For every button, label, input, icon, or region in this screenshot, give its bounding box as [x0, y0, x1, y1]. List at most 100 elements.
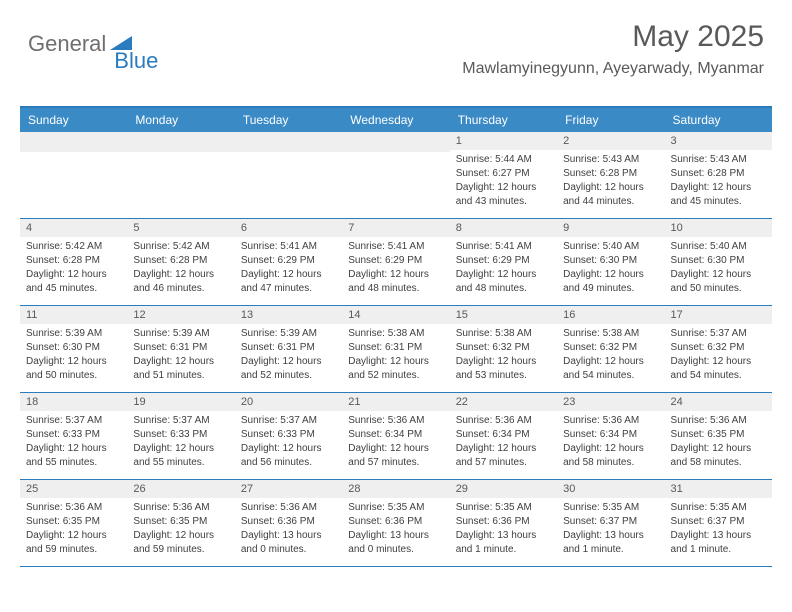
- daylight-line: Daylight: 12 hours and 54 minutes.: [563, 355, 658, 383]
- day-number: 21: [342, 393, 449, 411]
- day-cell: 24Sunrise: 5:36 AMSunset: 6:35 PMDayligh…: [665, 393, 772, 479]
- sunset-line: Sunset: 6:29 PM: [241, 254, 336, 268]
- day-content: Sunrise: 5:36 AMSunset: 6:35 PMDaylight:…: [127, 498, 234, 560]
- sunset-line: Sunset: 6:36 PM: [241, 515, 336, 529]
- daylight-line: Daylight: 12 hours and 45 minutes.: [26, 268, 121, 296]
- day-content: Sunrise: 5:35 AMSunset: 6:37 PMDaylight:…: [665, 498, 772, 560]
- empty-day-number: [20, 132, 127, 152]
- daylight-line: Daylight: 12 hours and 45 minutes.: [671, 181, 766, 209]
- sunset-line: Sunset: 6:35 PM: [671, 428, 766, 442]
- day-cell: 16Sunrise: 5:38 AMSunset: 6:32 PMDayligh…: [557, 306, 664, 392]
- day-number: 4: [20, 219, 127, 237]
- daylight-line: Daylight: 12 hours and 46 minutes.: [133, 268, 228, 296]
- sunrise-line: Sunrise: 5:39 AM: [241, 327, 336, 341]
- logo-text-blue: Blue: [114, 48, 158, 74]
- day-number: 27: [235, 480, 342, 498]
- day-number: 6: [235, 219, 342, 237]
- day-content: Sunrise: 5:39 AMSunset: 6:31 PMDaylight:…: [235, 324, 342, 386]
- sunset-line: Sunset: 6:32 PM: [671, 341, 766, 355]
- daylight-line: Daylight: 12 hours and 53 minutes.: [456, 355, 551, 383]
- location-text: Mawlamyinegyunn, Ayeyarwady, Myanmar: [462, 60, 764, 78]
- sunrise-line: Sunrise: 5:38 AM: [348, 327, 443, 341]
- daylight-line: Daylight: 12 hours and 50 minutes.: [26, 355, 121, 383]
- day-cell: 9Sunrise: 5:40 AMSunset: 6:30 PMDaylight…: [557, 219, 664, 305]
- day-cell: 23Sunrise: 5:36 AMSunset: 6:34 PMDayligh…: [557, 393, 664, 479]
- day-content: Sunrise: 5:43 AMSunset: 6:28 PMDaylight:…: [557, 150, 664, 212]
- sunset-line: Sunset: 6:36 PM: [348, 515, 443, 529]
- day-number: 12: [127, 306, 234, 324]
- daylight-line: Daylight: 12 hours and 43 minutes.: [456, 181, 551, 209]
- sunrise-line: Sunrise: 5:38 AM: [456, 327, 551, 341]
- day-cell: [127, 132, 234, 218]
- day-number: 9: [557, 219, 664, 237]
- daylight-line: Daylight: 12 hours and 55 minutes.: [133, 442, 228, 470]
- day-number: 3: [665, 132, 772, 150]
- day-cell: 1 Sunrise: 5:44 AMSunset: 6:27 PMDaylight…: [450, 132, 557, 218]
- day-cell: 20Sunrise: 5:37 AMSunset: 6:33 PMDayligh…: [235, 393, 342, 479]
- day-content: Sunrise: 5:37 AMSunset: 6:33 PMDaylight:…: [235, 411, 342, 473]
- day-content: Sunrise: 5:35 AMSunset: 6:36 PMDaylight:…: [342, 498, 449, 560]
- sunset-line: Sunset: 6:27 PM: [456, 167, 551, 181]
- day-cell: 6Sunrise: 5:41 AMSunset: 6:29 PMDaylight…: [235, 219, 342, 305]
- day-header-thursday: Thursday: [450, 108, 557, 132]
- day-number: 15: [450, 306, 557, 324]
- day-content: Sunrise: 5:40 AMSunset: 6:30 PMDaylight:…: [665, 237, 772, 299]
- day-number: 1: [450, 132, 557, 150]
- daylight-line: Daylight: 13 hours and 0 minutes.: [241, 529, 336, 557]
- sunrise-line: Sunrise: 5:37 AM: [26, 414, 121, 428]
- day-content: Sunrise: 5:41 AMSunset: 6:29 PMDaylight:…: [450, 237, 557, 299]
- sunset-line: Sunset: 6:32 PM: [563, 341, 658, 355]
- sunset-line: Sunset: 6:36 PM: [456, 515, 551, 529]
- day-number: 28: [342, 480, 449, 498]
- day-cell: 28Sunrise: 5:35 AMSunset: 6:36 PMDayligh…: [342, 480, 449, 566]
- sunset-line: Sunset: 6:28 PM: [563, 167, 658, 181]
- month-title: May 2025: [462, 20, 764, 54]
- day-content: Sunrise: 5:38 AMSunset: 6:31 PMDaylight:…: [342, 324, 449, 386]
- day-content: Sunrise: 5:37 AMSunset: 6:33 PMDaylight:…: [20, 411, 127, 473]
- day-cell: 11Sunrise: 5:39 AMSunset: 6:30 PMDayligh…: [20, 306, 127, 392]
- sunrise-line: Sunrise: 5:43 AM: [671, 153, 766, 167]
- day-content: Sunrise: 5:35 AMSunset: 6:37 PMDaylight:…: [557, 498, 664, 560]
- sunrise-line: Sunrise: 5:41 AM: [241, 240, 336, 254]
- sunset-line: Sunset: 6:33 PM: [26, 428, 121, 442]
- daylight-line: Daylight: 12 hours and 54 minutes.: [671, 355, 766, 383]
- sunrise-line: Sunrise: 5:35 AM: [671, 501, 766, 515]
- sunrise-line: Sunrise: 5:39 AM: [26, 327, 121, 341]
- week-row: 11Sunrise: 5:39 AMSunset: 6:30 PMDayligh…: [20, 306, 772, 393]
- sunset-line: Sunset: 6:33 PM: [241, 428, 336, 442]
- day-cell: 22Sunrise: 5:36 AMSunset: 6:34 PMDayligh…: [450, 393, 557, 479]
- sunrise-line: Sunrise: 5:36 AM: [563, 414, 658, 428]
- daylight-line: Daylight: 12 hours and 58 minutes.: [563, 442, 658, 470]
- sunset-line: Sunset: 6:29 PM: [456, 254, 551, 268]
- day-number: 23: [557, 393, 664, 411]
- day-cell: 31Sunrise: 5:35 AMSunset: 6:37 PMDayligh…: [665, 480, 772, 566]
- daylight-line: Daylight: 12 hours and 57 minutes.: [348, 442, 443, 470]
- day-number: 17: [665, 306, 772, 324]
- sunset-line: Sunset: 6:31 PM: [133, 341, 228, 355]
- day-content: Sunrise: 5:36 AMSunset: 6:34 PMDaylight:…: [557, 411, 664, 473]
- day-content: Sunrise: 5:40 AMSunset: 6:30 PMDaylight:…: [557, 237, 664, 299]
- day-cell: 25Sunrise: 5:36 AMSunset: 6:35 PMDayligh…: [20, 480, 127, 566]
- daylight-line: Daylight: 12 hours and 57 minutes.: [456, 442, 551, 470]
- day-number: 14: [342, 306, 449, 324]
- sunrise-line: Sunrise: 5:36 AM: [26, 501, 121, 515]
- day-cell: 4Sunrise: 5:42 AMSunset: 6:28 PMDaylight…: [20, 219, 127, 305]
- day-content: Sunrise: 5:36 AMSunset: 6:36 PMDaylight:…: [235, 498, 342, 560]
- day-number: 2: [557, 132, 664, 150]
- calendar-grid: SundayMondayTuesdayWednesdayThursdayFrid…: [20, 106, 772, 567]
- day-cell: 17Sunrise: 5:37 AMSunset: 6:32 PMDayligh…: [665, 306, 772, 392]
- day-header-saturday: Saturday: [665, 108, 772, 132]
- sunset-line: Sunset: 6:37 PM: [671, 515, 766, 529]
- day-content: Sunrise: 5:35 AMSunset: 6:36 PMDaylight:…: [450, 498, 557, 560]
- logo: General Blue: [28, 22, 158, 66]
- day-number: 11: [20, 306, 127, 324]
- sunrise-line: Sunrise: 5:44 AM: [456, 153, 551, 167]
- day-content: Sunrise: 5:36 AMSunset: 6:34 PMDaylight:…: [342, 411, 449, 473]
- daylight-line: Daylight: 12 hours and 44 minutes.: [563, 181, 658, 209]
- logo-text-general: General: [28, 31, 106, 57]
- daylight-line: Daylight: 12 hours and 52 minutes.: [241, 355, 336, 383]
- day-number: 22: [450, 393, 557, 411]
- sunset-line: Sunset: 6:35 PM: [133, 515, 228, 529]
- day-cell: [20, 132, 127, 218]
- day-number: 26: [127, 480, 234, 498]
